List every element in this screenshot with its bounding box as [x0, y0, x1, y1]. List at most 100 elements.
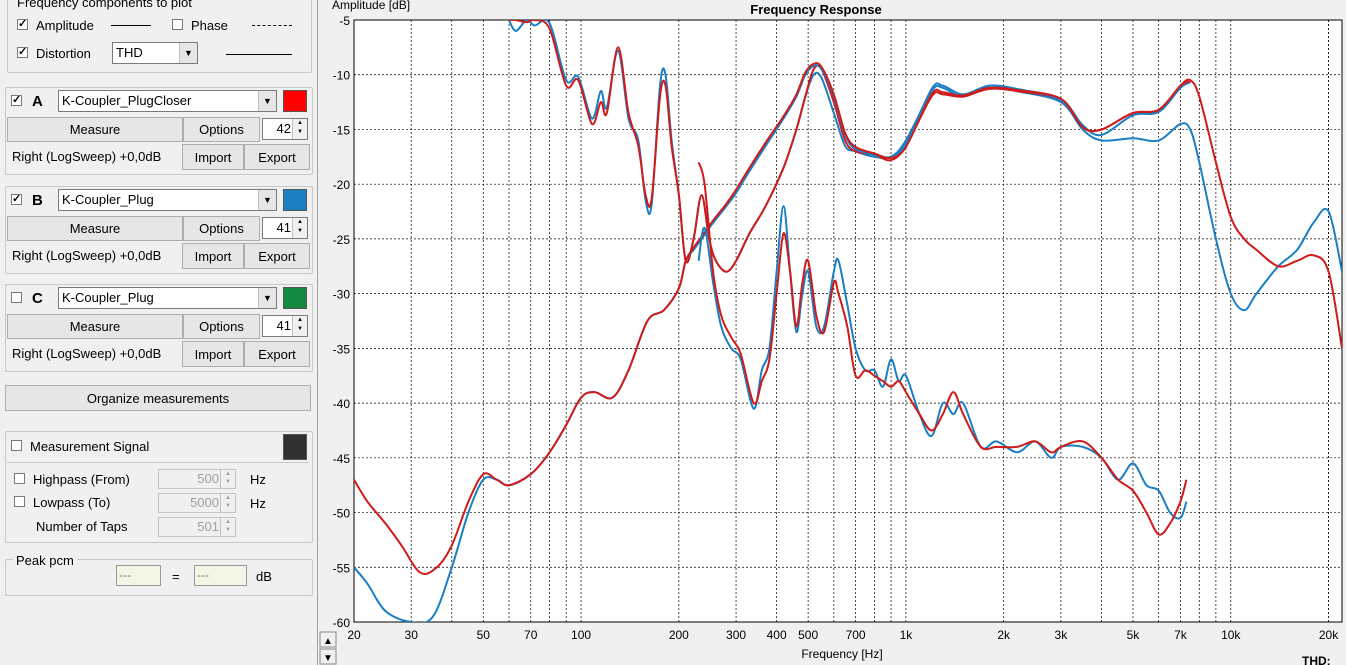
measurement-a-options-button[interactable]: Options: [183, 117, 260, 142]
chart-xlabel: Frequency [Hz]: [801, 647, 882, 661]
x-tick-label: 2k: [997, 628, 1011, 642]
taps-label: Number of Taps: [36, 519, 128, 534]
phase-checkbox[interactable]: [172, 19, 183, 30]
distortion-select-value: THD: [116, 45, 143, 60]
signal-separator: [7, 462, 309, 463]
measurement-a-status: Right (LogSweep) +0,0dB: [12, 149, 162, 164]
chevron-down-icon[interactable]: ▼: [258, 91, 276, 111]
amplitude-line-sample: [111, 25, 151, 26]
measurement-a-taps-stepper[interactable]: 42 ▲ ▼: [262, 118, 308, 140]
measurement-signal-color-swatch[interactable]: [283, 434, 307, 460]
measurement-b-options-button[interactable]: Options: [183, 216, 260, 241]
highpass-stepper[interactable]: 500 ▲ ▼: [158, 469, 236, 489]
x-tick-label: 100: [571, 628, 591, 642]
measurement-a-measure-button[interactable]: Measure: [7, 117, 183, 142]
measurement-b-export-button[interactable]: Export: [244, 243, 310, 269]
series-line-distortion_lower: [697, 161, 1188, 536]
measurement-c-taps-stepper[interactable]: 41 ▲ ▼: [262, 315, 308, 337]
x-tick-label: 7k: [1174, 628, 1188, 642]
phase-line-sample: [252, 25, 292, 26]
panel-divider: [317, 0, 318, 665]
peak-right-value: ---: [194, 565, 247, 586]
control-panel: Frequency components to plot Amplitude P…: [0, 0, 318, 665]
y-tick-label: -30: [333, 288, 351, 302]
x-tick-label: 500: [798, 628, 818, 642]
components-title: Frequency components to plot: [14, 0, 195, 10]
chevron-down-icon[interactable]: ▼: [258, 288, 276, 308]
peak-equals: =: [172, 569, 180, 584]
measurement-b-name: K-Coupler_Plug: [62, 192, 154, 207]
stepper-arrows-icon[interactable]: ▲ ▼: [292, 218, 307, 238]
measurement-b-group: [5, 186, 313, 274]
measurement-c-status: Right (LogSweep) +0,0dB: [12, 346, 162, 361]
measurement-b-color-swatch[interactable]: [283, 189, 307, 211]
x-tick-label: 20k: [1319, 628, 1339, 642]
signal-taps-stepper[interactable]: 501 ▲ ▼: [158, 517, 236, 537]
measurement-a-export-button[interactable]: Export: [244, 144, 310, 170]
y-tick-label: -10: [333, 69, 351, 83]
amplitude-label: Amplitude: [36, 18, 94, 33]
lowpass-value: 5000: [190, 495, 219, 510]
lowpass-checkbox[interactable]: [14, 496, 25, 507]
amplitude-checkbox[interactable]: [17, 17, 28, 30]
highpass-label: Highpass (From): [33, 472, 130, 487]
triangle-up-icon: ▲: [323, 636, 333, 647]
highpass-checkbox[interactable]: [14, 473, 25, 484]
stepper-arrows-icon[interactable]: ▲ ▼: [292, 119, 307, 139]
measurement-c-measure-button[interactable]: Measure: [7, 314, 183, 339]
distortion-label: Distortion: [36, 46, 91, 61]
measurement-c-select[interactable]: K-Coupler_Plug ▼: [58, 287, 277, 309]
measurement-b-import-button[interactable]: Import: [182, 243, 244, 269]
frequency-response-chart[interactable]: Frequency Response Amplitude [dB] Freque…: [318, 0, 1346, 665]
measurement-c-color-swatch[interactable]: [283, 287, 307, 309]
stepper-arrows-icon[interactable]: ▲ ▼: [220, 494, 235, 512]
chevron-down-icon[interactable]: ▼: [258, 190, 276, 210]
x-tick-label: 70: [524, 628, 538, 642]
phase-label: Phase: [191, 18, 228, 33]
measurement-a-group: [5, 87, 313, 175]
lowpass-stepper[interactable]: 5000 ▲ ▼: [158, 493, 236, 513]
measurement-c-import-button[interactable]: Import: [182, 341, 244, 367]
measurement-a-letter: A: [32, 93, 43, 110]
peak-unit: dB: [256, 569, 272, 584]
scroll-up-button[interactable]: ▲: [319, 631, 337, 648]
measurement-a-import-button[interactable]: Import: [182, 144, 244, 170]
measurement-c-taps-value: 41: [276, 318, 291, 333]
y-tick-label: -25: [333, 233, 351, 247]
scroll-down-button[interactable]: ▼: [319, 648, 337, 665]
measurement-a-name: K-Coupler_PlugCloser: [62, 93, 192, 108]
measurement-b-taps-stepper[interactable]: 41 ▲ ▼: [262, 217, 308, 239]
x-tick-label: 400: [767, 628, 787, 642]
organize-measurements-button[interactable]: Organize measurements: [5, 385, 311, 411]
chevron-down-icon[interactable]: ▼: [179, 43, 197, 63]
measurement-c-name: K-Coupler_Plug: [62, 290, 154, 305]
measurement-c-checkbox[interactable]: [11, 292, 22, 303]
measurement-c-export-button[interactable]: Export: [244, 341, 310, 367]
measurement-b-select[interactable]: K-Coupler_Plug ▼: [58, 189, 277, 211]
x-tick-label: 200: [669, 628, 689, 642]
peak-title: Peak pcm: [13, 553, 77, 568]
stepper-arrows-icon[interactable]: ▲ ▼: [292, 316, 307, 336]
measurement-a-taps-value: 42: [276, 121, 291, 136]
measurement-b-checkbox[interactable]: [11, 192, 22, 205]
distortion-line-sample: [226, 54, 292, 55]
measurement-signal-checkbox[interactable]: [11, 440, 22, 451]
stepper-arrows-icon[interactable]: ▲ ▼: [220, 470, 235, 488]
measurement-c-options-button[interactable]: Options: [183, 314, 260, 339]
y-tick-label: -15: [333, 123, 351, 137]
measurement-a-checkbox[interactable]: [11, 93, 22, 106]
lowpass-unit: Hz: [250, 496, 266, 511]
stepper-arrows-icon[interactable]: ▲ ▼: [220, 518, 235, 536]
triangle-down-icon: ▼: [323, 653, 333, 664]
x-tick-label: 50: [477, 628, 491, 642]
y-tick-label: -50: [333, 507, 351, 521]
measurement-a-color-swatch[interactable]: [283, 90, 307, 112]
measurement-a-select[interactable]: K-Coupler_PlugCloser ▼: [58, 90, 277, 112]
measurement-b-measure-button[interactable]: Measure: [7, 216, 183, 241]
x-tick-label: 3k: [1055, 628, 1069, 642]
distortion-select[interactable]: THD ▼: [112, 42, 198, 64]
chart-corner-label: THD:: [1302, 654, 1331, 665]
peak-left-value: ---: [116, 565, 161, 586]
distortion-checkbox[interactable]: [17, 45, 28, 58]
